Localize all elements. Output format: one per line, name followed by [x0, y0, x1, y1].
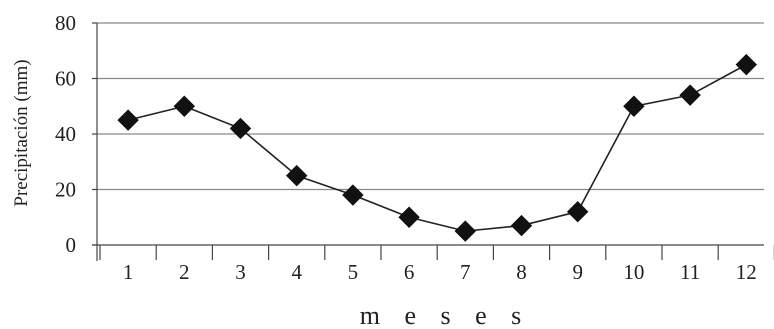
x-tick-label-9: 9 — [572, 260, 583, 284]
data-point-3 — [229, 117, 252, 140]
data-point-9 — [566, 200, 589, 223]
data-point-11 — [679, 84, 701, 106]
x-tick-label-12: 12 — [736, 260, 757, 284]
x-axis-label: m e s e s — [360, 301, 531, 329]
y-axis-label: Precipitación (mm) — [11, 59, 32, 206]
x-tick-label-7: 7 — [460, 260, 471, 284]
series-markers — [117, 53, 758, 242]
data-point-1 — [117, 109, 139, 131]
data-point-10 — [623, 95, 645, 117]
x-tick-label-5: 5 — [348, 260, 359, 284]
x-tick-label-10: 10 — [623, 260, 644, 284]
x-tick-label-8: 8 — [516, 260, 527, 284]
data-point-8 — [510, 214, 533, 237]
y-tick-label-0: 0 — [66, 233, 77, 257]
series-line-0 — [127, 63, 747, 232]
x-tick-label-11: 11 — [680, 260, 700, 284]
y-tick-labels: 0 20 40 60 80 — [55, 11, 76, 257]
x-tick-label-2: 2 — [179, 260, 190, 284]
data-point-12 — [735, 53, 758, 76]
data-point-5 — [342, 184, 364, 206]
gridlines — [97, 22, 764, 191]
data-point-7 — [454, 220, 477, 242]
x-tick-labels: 1 2 3 4 5 6 7 8 9 10 11 12 — [123, 260, 757, 284]
series-line — [127, 63, 747, 232]
axes — [92, 22, 774, 261]
data-point-4 — [285, 164, 308, 187]
x-tick-label-3: 3 — [235, 260, 246, 284]
x-tick-label-6: 6 — [404, 260, 415, 284]
data-point-6 — [398, 206, 420, 228]
x-tick-label-1: 1 — [123, 260, 134, 284]
x-tick-label-4: 4 — [291, 260, 302, 284]
data-point-2 — [173, 95, 196, 117]
y-tick-label-40: 40 — [55, 122, 76, 146]
y-tick-label-60: 60 — [55, 67, 76, 91]
y-tick-label-80: 80 — [55, 11, 76, 35]
y-tick-label-20: 20 — [55, 178, 76, 202]
